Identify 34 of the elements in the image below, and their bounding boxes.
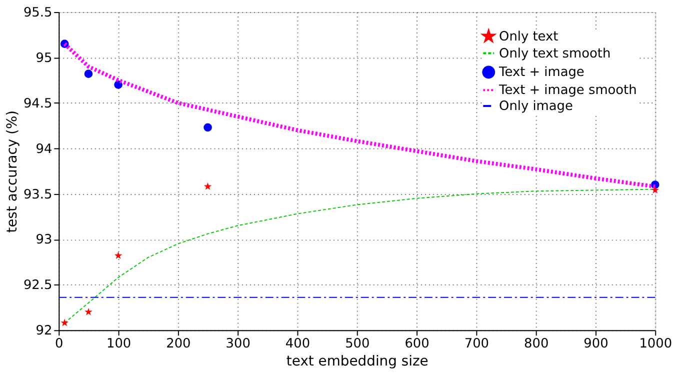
legend-label: Only text [499, 29, 558, 44]
x-tick-label: 900 [584, 336, 608, 352]
y-tick-label: 94 [36, 142, 52, 157]
point [651, 186, 660, 194]
legend-label: Only image [499, 98, 573, 114]
point [84, 70, 93, 78]
x-tick-label: 500 [345, 336, 370, 352]
y-tick-label: 93.5 [23, 187, 52, 202]
point [114, 251, 122, 259]
x-tick-label: 700 [464, 336, 490, 352]
legend-label: Only text smooth [499, 46, 611, 62]
x-tick-label: 0 [55, 336, 64, 352]
legend-label: Text + image smooth [498, 83, 637, 98]
legend-label: Text + image [498, 65, 584, 80]
x-tick-label: 200 [166, 336, 191, 352]
point [204, 123, 212, 132]
y-tick-label: 95.5 [23, 6, 52, 21]
point [84, 308, 92, 316]
point [60, 318, 69, 326]
point [204, 182, 212, 190]
y-tick-label: 92.5 [23, 278, 52, 294]
x-tick-label: 800 [524, 336, 549, 352]
x-axis-title: text embedding size [286, 353, 428, 370]
point [114, 80, 122, 89]
x-tick-label: 600 [404, 336, 430, 352]
y-axis-title: test accuracy (%) [4, 110, 20, 233]
y-tick-label: 95 [36, 50, 52, 66]
x-tick-label: 300 [226, 336, 250, 352]
y-tick-label: 94.5 [23, 96, 52, 112]
x-tick-label: 1000 [639, 336, 672, 352]
x-tick-label: 400 [285, 336, 310, 352]
y-tick-label: 93 [36, 232, 52, 248]
x-tick-label: 100 [106, 336, 132, 352]
y-tick-label: 92 [36, 324, 52, 339]
